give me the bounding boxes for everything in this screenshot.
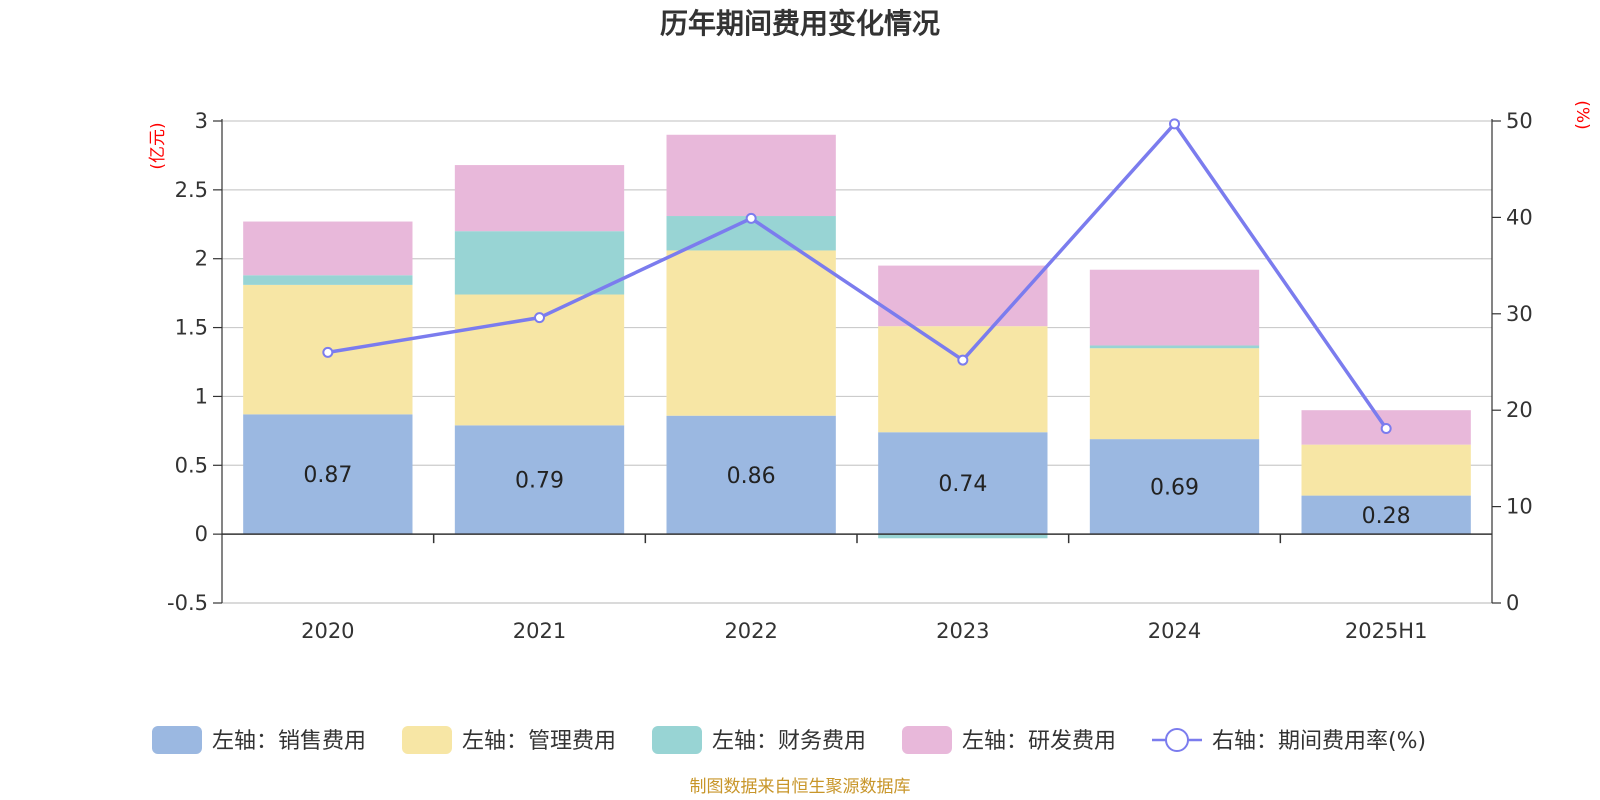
left-tick-label: -0.5 xyxy=(167,591,208,615)
bar-segment xyxy=(1301,495,1471,535)
left-tick-label: 1.5 xyxy=(175,316,208,340)
data-label: 0.69 xyxy=(1150,476,1199,501)
right-tick-label: 10 xyxy=(1506,495,1533,519)
bar-segment xyxy=(454,425,625,535)
legend-swatch xyxy=(152,726,202,754)
rate-point xyxy=(957,354,969,366)
legend-swatch xyxy=(652,726,702,754)
bar-segment xyxy=(1089,269,1260,346)
category-label: 2023 xyxy=(936,619,989,643)
bar-segment xyxy=(1301,444,1471,496)
left-tick-label: 0 xyxy=(195,522,208,546)
bar-segment xyxy=(454,231,625,295)
data-label: 0.28 xyxy=(1362,504,1411,529)
rate-point xyxy=(745,212,757,224)
bar-segment xyxy=(878,534,1048,539)
legend-label: 左轴：财务费用 xyxy=(712,729,866,754)
bar-segment xyxy=(666,134,836,217)
rate-point xyxy=(1169,118,1180,130)
gridlines xyxy=(222,120,1492,604)
legend-swatch xyxy=(902,726,952,754)
rate-line xyxy=(322,118,1392,435)
left-tick-label: 0.5 xyxy=(175,453,208,477)
legend-swatch xyxy=(402,726,452,754)
bar-segment xyxy=(878,432,1048,535)
rate-line-path xyxy=(327,121,1388,430)
data-labels: 0.87 0.79 0.86 0.74 0.69 0.28 xyxy=(303,463,1410,529)
left-tick-label: 1 xyxy=(195,384,208,408)
category-label: 2024 xyxy=(1148,619,1201,643)
rate-point xyxy=(534,312,545,324)
data-label: 0.86 xyxy=(727,464,776,489)
right-axis-unit: (%) xyxy=(1572,100,1592,129)
category-label: 2022 xyxy=(724,619,777,643)
legend-label: 左轴：研发费用 xyxy=(962,729,1116,754)
data-label: 0.79 xyxy=(515,469,564,494)
bar-segment xyxy=(243,221,413,276)
bar-segment xyxy=(243,275,413,285)
bar-segment xyxy=(666,415,836,535)
data-label: 0.87 xyxy=(303,463,352,488)
left-tick-label: 2.5 xyxy=(175,178,208,202)
legend-label: 左轴：管理费用 xyxy=(462,729,616,754)
right-tick-label: 40 xyxy=(1506,205,1533,229)
right-tick-label: 50 xyxy=(1506,109,1533,133)
chart-title: 历年期间费用变化情况 xyxy=(660,7,940,40)
data-label: 0.74 xyxy=(938,472,987,497)
left-axis-unit: (亿元) xyxy=(148,122,168,169)
rate-point xyxy=(322,346,334,358)
category-label: 2020 xyxy=(301,619,354,643)
left-tick-label: 2 xyxy=(195,247,208,271)
legend-point-swatch xyxy=(1165,728,1189,752)
legend-label: 左轴：销售费用 xyxy=(212,729,366,754)
bar-segment xyxy=(1089,348,1260,440)
right-tick-label: 20 xyxy=(1506,398,1533,422)
source-note: 制图数据来自恒生聚源数据库 xyxy=(690,777,911,797)
category-label: 2025H1 xyxy=(1345,619,1428,643)
bar-segment xyxy=(454,165,625,232)
category-label: 2021 xyxy=(513,619,566,643)
bar-segment xyxy=(1089,439,1260,535)
right-tick-label: 30 xyxy=(1506,302,1533,326)
axes: 3 2.5 2 1.5 1 0.5 0 -0.5 50 40 30 20 10 0 2020 2021 2022… xyxy=(167,109,1533,643)
bar-segment xyxy=(878,326,1048,433)
bar-segment xyxy=(243,414,413,535)
rate-point xyxy=(1380,423,1392,435)
legend-label: 右轴：期间费用率(%) xyxy=(1212,729,1426,754)
legend: 左轴：销售费用 左轴：管理费用 左轴：财务费用 左轴：研发费用 右轴：期间费用率(%) xyxy=(152,726,1426,754)
right-tick-label: 0 xyxy=(1506,591,1519,615)
bar-segment xyxy=(666,250,836,416)
bar-segment xyxy=(1089,345,1260,349)
left-tick-label: 3 xyxy=(195,109,208,133)
